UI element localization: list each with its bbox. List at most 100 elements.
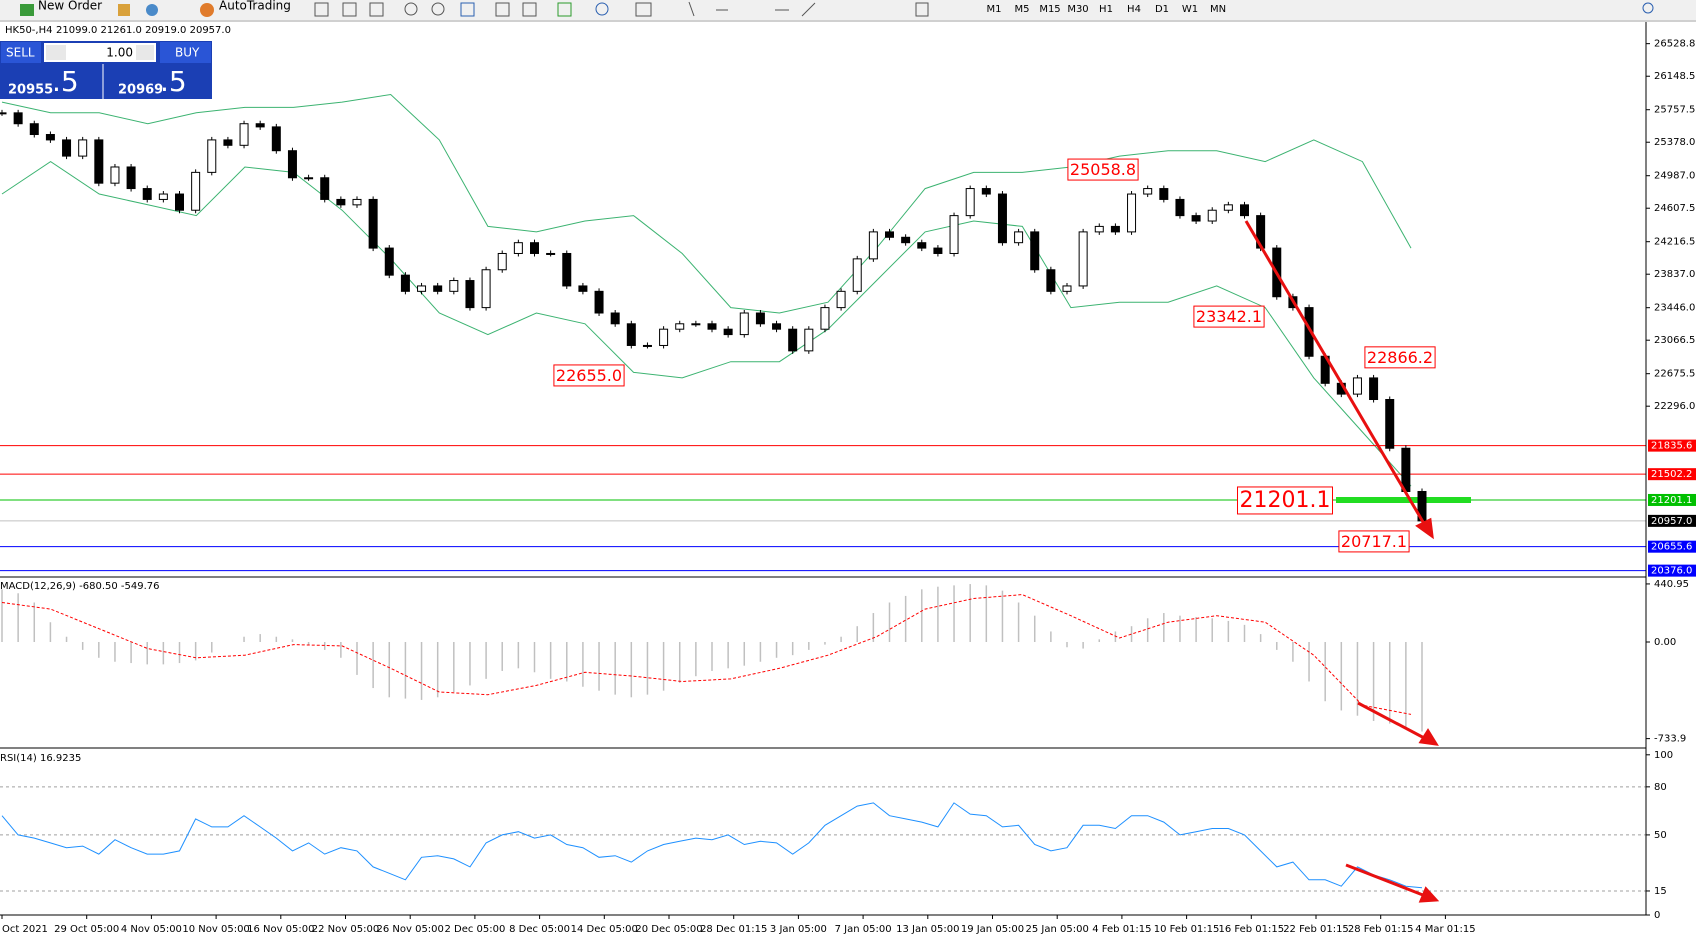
toolbar-icon[interactable] xyxy=(404,2,418,16)
candle xyxy=(1046,269,1056,292)
candle xyxy=(820,307,830,330)
candle xyxy=(723,328,733,336)
candle xyxy=(1385,399,1395,449)
y-tick-label: 26148.5 xyxy=(1654,71,1695,82)
candle xyxy=(368,198,378,249)
candle xyxy=(1062,285,1072,292)
y-tick-label: 24216.5 xyxy=(1654,237,1695,248)
auto-trading-icon[interactable] xyxy=(200,3,214,17)
candle xyxy=(691,323,701,326)
toolbar-icon[interactable] xyxy=(314,2,329,17)
toolbar-icon[interactable] xyxy=(460,2,475,17)
toolbar-icon[interactable] xyxy=(522,2,537,17)
sell-label[interactable]: SELL xyxy=(6,46,35,60)
toolbar-icon[interactable] xyxy=(915,2,929,17)
candle xyxy=(1191,215,1201,222)
y-tick-label: 22675.5 xyxy=(1654,369,1695,380)
price-annotation-box xyxy=(1067,158,1139,181)
y-tick-label: 25757.5 xyxy=(1654,105,1695,116)
y-tick-label: 23066.5 xyxy=(1654,335,1695,346)
toolbar-icon[interactable] xyxy=(688,1,695,17)
plot-area: 25058.8 23342.1 22866.2 22655.0 21201.1 20717… xyxy=(0,93,1646,892)
price-level-tag xyxy=(1648,493,1696,506)
volume-input[interactable] xyxy=(44,43,156,62)
candle xyxy=(1207,209,1217,222)
candle xyxy=(142,188,152,200)
buy-label[interactable]: BUY xyxy=(175,46,200,60)
candle xyxy=(949,215,959,254)
toolbar-icon[interactable] xyxy=(431,2,445,16)
toolbar-icon[interactable] xyxy=(495,2,510,17)
candle xyxy=(417,285,427,292)
candle xyxy=(965,188,975,217)
new-order-icon[interactable] xyxy=(20,4,34,16)
sell-price[interactable]: 20955 xyxy=(8,83,53,98)
auto-trading-button[interactable]: AutoTrading xyxy=(219,0,291,13)
volume-value[interactable]: 1.00 xyxy=(106,46,133,60)
timeframe-button[interactable]: MN xyxy=(1210,4,1226,15)
toolbar xyxy=(0,0,1696,20)
new-order-button[interactable]: New Order xyxy=(38,0,102,13)
candle xyxy=(868,231,878,260)
sell-button[interactable] xyxy=(1,42,41,63)
timeframe-button[interactable]: M15 xyxy=(1039,4,1060,15)
toolbar-icon[interactable] xyxy=(801,2,816,17)
timeframe-button[interactable]: H1 xyxy=(1099,4,1113,15)
candle xyxy=(1175,198,1185,217)
candle xyxy=(642,344,652,347)
candle xyxy=(400,274,410,292)
timeframe-button[interactable]: M5 xyxy=(1015,4,1030,15)
price-annotation: 23342.1 xyxy=(1196,307,1262,326)
rsi-line xyxy=(1,802,1423,889)
timeframe-button[interactable]: M30 xyxy=(1067,4,1088,15)
arrow-head xyxy=(1415,517,1434,540)
timeframe-button[interactable]: D1 xyxy=(1155,4,1169,15)
y-tick-label: 15 xyxy=(1654,886,1667,897)
toolbar-icon[interactable] xyxy=(595,2,609,16)
price-level-label: 20957.0 xyxy=(1651,516,1692,527)
x-tick-label: 28 Feb 01:15 xyxy=(1348,924,1414,935)
y-tick-label: 23446.0 xyxy=(1654,303,1695,314)
price-level-tag xyxy=(1648,540,1696,553)
sell-price-fraction[interactable]: .5 xyxy=(52,65,79,98)
timeframe-button[interactable]: W1 xyxy=(1182,4,1198,15)
timeframe-button[interactable]: H4 xyxy=(1127,4,1141,15)
y-tick-label: 0 xyxy=(1654,910,1660,921)
candle xyxy=(1352,377,1362,395)
toolbar-icon[interactable] xyxy=(557,2,572,17)
candle xyxy=(1094,225,1104,233)
buy-button[interactable] xyxy=(160,42,211,63)
candle xyxy=(207,139,217,173)
candle xyxy=(94,139,104,184)
y-tick-label: 25378.0 xyxy=(1654,137,1695,148)
y-tick-label: 22296.0 xyxy=(1654,401,1695,412)
search-icon[interactable] xyxy=(1642,2,1654,14)
arrow-head xyxy=(1418,728,1439,746)
price-annotation-box xyxy=(1193,305,1265,328)
volume-down[interactable] xyxy=(46,45,66,60)
toolbar-icon[interactable] xyxy=(369,2,384,17)
x-tick-label: 4 Mar 01:15 xyxy=(1415,924,1475,935)
volume-up[interactable] xyxy=(136,45,154,60)
toolbar-icon[interactable] xyxy=(342,2,357,17)
trend-arrow xyxy=(1244,220,1428,528)
price-annotation: 22655.0 xyxy=(556,366,622,385)
candle xyxy=(707,323,717,330)
y-tick-label: 50 xyxy=(1654,830,1667,841)
price-annotation-box xyxy=(1364,346,1436,369)
toolbar-icon[interactable] xyxy=(635,2,652,17)
candle xyxy=(1401,447,1411,492)
candle xyxy=(0,112,7,115)
candle xyxy=(530,242,539,254)
timeframe-button[interactable]: M1 xyxy=(987,4,1002,15)
toolbar-icon[interactable] xyxy=(118,4,130,16)
buy-price-fraction[interactable]: .5 xyxy=(160,65,187,98)
buy-price[interactable]: 20969 xyxy=(118,83,163,98)
candle xyxy=(449,280,459,292)
candle xyxy=(223,139,233,146)
candle xyxy=(304,177,314,180)
candle xyxy=(1143,188,1153,195)
toolbar-icon[interactable] xyxy=(146,4,158,16)
candle xyxy=(62,139,72,157)
